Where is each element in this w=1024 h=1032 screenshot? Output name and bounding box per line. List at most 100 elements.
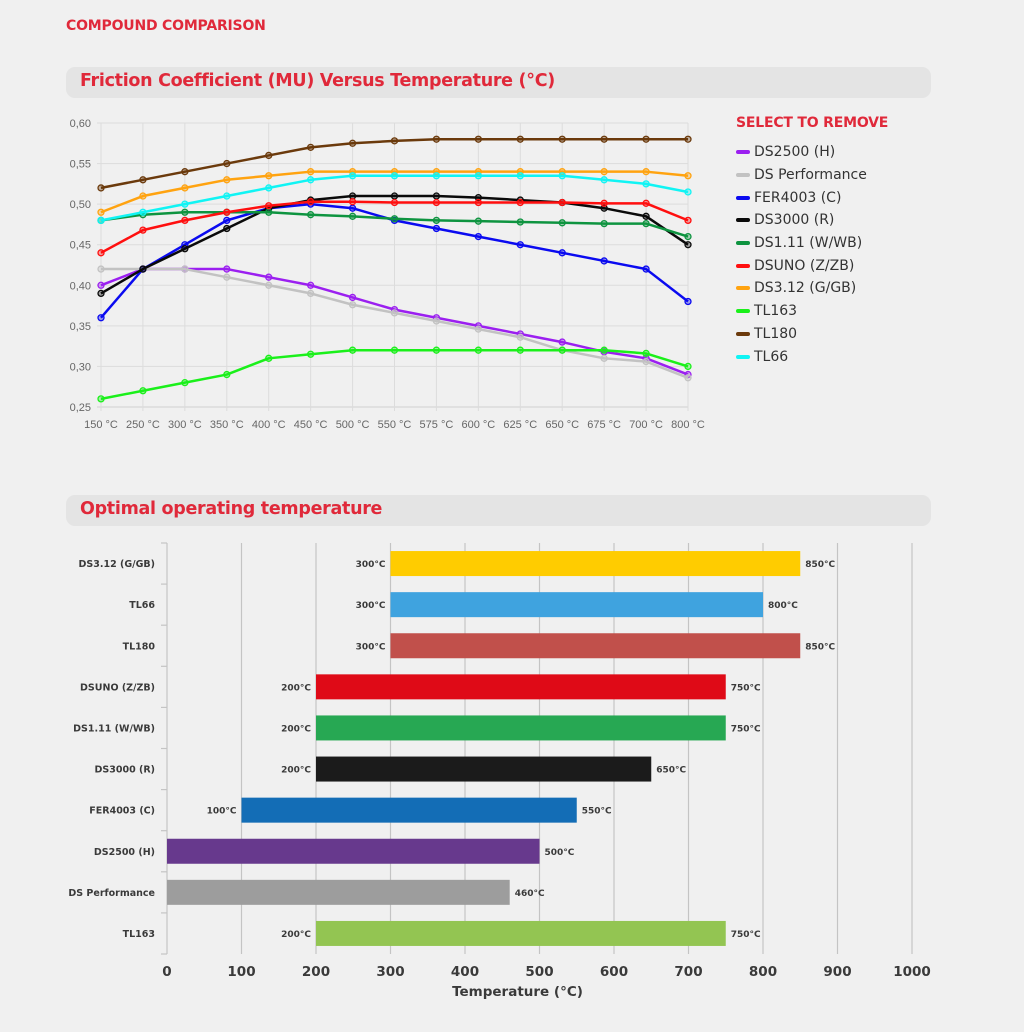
data-point xyxy=(390,309,399,317)
min-value-label: 300°C xyxy=(356,642,386,652)
max-value-label: 850°C xyxy=(805,642,835,652)
data-point xyxy=(348,346,357,354)
data-point xyxy=(223,273,231,281)
legend-swatch-icon xyxy=(736,195,750,200)
data-point xyxy=(139,192,147,200)
range-bar xyxy=(390,633,801,659)
data-point xyxy=(139,265,147,273)
min-value-label: 200°C xyxy=(281,724,311,734)
data-point xyxy=(558,346,566,354)
min-value-label: 300°C xyxy=(356,560,386,570)
data-point xyxy=(432,317,441,325)
data-point xyxy=(223,224,231,233)
data-point xyxy=(642,180,650,188)
x-tick-label: 1000 xyxy=(893,964,931,980)
legend-item[interactable]: DS2500 (H) xyxy=(736,141,888,164)
data-point xyxy=(600,219,608,228)
data-point xyxy=(684,216,692,225)
data-point xyxy=(97,249,105,257)
legend-label: TL180 xyxy=(754,325,798,342)
data-point xyxy=(558,135,566,143)
y-tick-label: 0,35 xyxy=(70,321,91,333)
min-value-label: 100°C xyxy=(207,807,237,817)
data-point xyxy=(390,198,399,207)
data-point xyxy=(265,172,273,180)
data-point xyxy=(474,194,483,202)
data-point xyxy=(223,159,231,168)
category-label: TL163 xyxy=(123,929,155,940)
legend-item[interactable]: TL66 xyxy=(736,345,888,368)
x-tick-label: 250 °C xyxy=(126,419,160,431)
range-bar xyxy=(390,551,801,577)
legend-swatch-icon xyxy=(736,286,750,291)
max-value-label: 500°C xyxy=(545,848,575,858)
data-point xyxy=(642,135,650,143)
legend-item[interactable]: TL163 xyxy=(736,300,888,323)
range-bar xyxy=(390,592,763,618)
y-tick-label: 0,45 xyxy=(70,240,91,252)
legend-item[interactable]: DS3.12 (G/GB) xyxy=(736,277,888,300)
legend-swatch-icon xyxy=(736,331,750,336)
data-point xyxy=(265,208,273,216)
range-bar xyxy=(241,797,577,823)
x-tick-label: 400 xyxy=(451,964,479,980)
series-ds1-11-w-wb- xyxy=(97,208,692,241)
legend-item[interactable]: DS1.11 (W/WB) xyxy=(736,232,888,255)
data-point xyxy=(306,211,315,219)
data-point xyxy=(265,354,273,362)
legend-item[interactable]: DS3000 (R) xyxy=(736,209,888,232)
data-point xyxy=(684,241,692,249)
data-point xyxy=(558,219,566,227)
data-point xyxy=(265,202,273,210)
data-point xyxy=(600,135,608,143)
legend-item[interactable]: FER4003 (C) xyxy=(736,186,888,209)
data-point xyxy=(516,198,524,207)
data-point xyxy=(181,379,189,387)
data-point xyxy=(474,325,483,333)
data-point xyxy=(642,265,650,273)
data-point xyxy=(642,357,650,366)
legend-item[interactable]: TL180 xyxy=(736,323,888,346)
x-tick-label: 700 °C xyxy=(629,419,663,431)
legend-swatch-icon xyxy=(736,150,750,155)
x-tick-label: 500 °C xyxy=(336,419,370,431)
x-tick-label: 100 xyxy=(227,964,255,980)
data-point xyxy=(97,265,105,273)
legend-swatch-icon xyxy=(736,354,750,359)
series-fer4003-c- xyxy=(97,200,692,322)
legend-swatch-icon xyxy=(736,263,750,268)
x-tick-label: 150 °C xyxy=(84,419,118,431)
x-tick-label: 200 xyxy=(302,964,330,980)
x-axis-title: Temperature (°C) xyxy=(452,984,583,1000)
x-tick-label: 400 °C xyxy=(252,419,286,431)
x-tick-label: 600 xyxy=(600,964,628,980)
optimal-section-header: Optimal operating temperature xyxy=(66,495,931,526)
series-tl180 xyxy=(97,135,692,192)
x-tick-label: 650 °C xyxy=(545,419,579,431)
data-point xyxy=(600,354,608,362)
data-point xyxy=(516,241,524,249)
legend-label: DS2500 (H) xyxy=(754,144,836,161)
data-point xyxy=(348,172,357,180)
x-tick-label: 500 xyxy=(525,964,553,980)
legend-item[interactable]: DS Performance xyxy=(736,164,888,187)
min-value-label: 300°C xyxy=(356,601,386,611)
data-point xyxy=(97,216,105,225)
max-value-label: 750°C xyxy=(731,930,761,940)
x-tick-label: 600 °C xyxy=(461,419,495,431)
data-point xyxy=(97,289,105,298)
legend-item[interactable]: DSUNO (Z/ZB) xyxy=(736,254,888,277)
x-tick-label: 625 °C xyxy=(503,419,537,431)
data-point xyxy=(684,172,692,180)
category-label: DS2500 (H) xyxy=(94,847,155,858)
data-point xyxy=(684,374,692,382)
data-point xyxy=(265,184,273,192)
data-point xyxy=(390,172,399,180)
data-point xyxy=(390,346,399,354)
data-point xyxy=(432,224,441,233)
data-point xyxy=(600,257,608,265)
y-tick-label: 0,50 xyxy=(70,199,91,211)
optimal-section-title: Optimal operating temperature xyxy=(80,499,383,519)
data-point xyxy=(265,273,273,281)
series-ds3000-r- xyxy=(97,192,692,298)
